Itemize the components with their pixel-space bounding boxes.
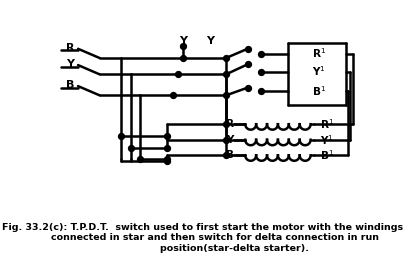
Text: Y: Y	[226, 135, 234, 145]
Text: Y: Y	[206, 36, 214, 46]
Text: B: B	[66, 80, 75, 90]
Text: R$^1$: R$^1$	[320, 117, 334, 131]
Text: Y: Y	[66, 59, 75, 69]
Text: R: R	[66, 43, 75, 53]
Text: B$^1$: B$^1$	[312, 84, 326, 98]
Text: R$^1$: R$^1$	[312, 46, 326, 60]
Text: Y: Y	[179, 36, 187, 46]
Text: B$^1$: B$^1$	[320, 148, 334, 162]
Text: Y$^1$: Y$^1$	[312, 64, 326, 78]
Text: R: R	[226, 119, 234, 129]
Text: Y$^1$: Y$^1$	[320, 133, 334, 147]
Text: Fig. 33.2(c): T.P.D.T.  switch used to first start the motor with the windings
 : Fig. 33.2(c): T.P.D.T. switch used to fi…	[2, 223, 403, 253]
Text: B: B	[226, 150, 234, 160]
